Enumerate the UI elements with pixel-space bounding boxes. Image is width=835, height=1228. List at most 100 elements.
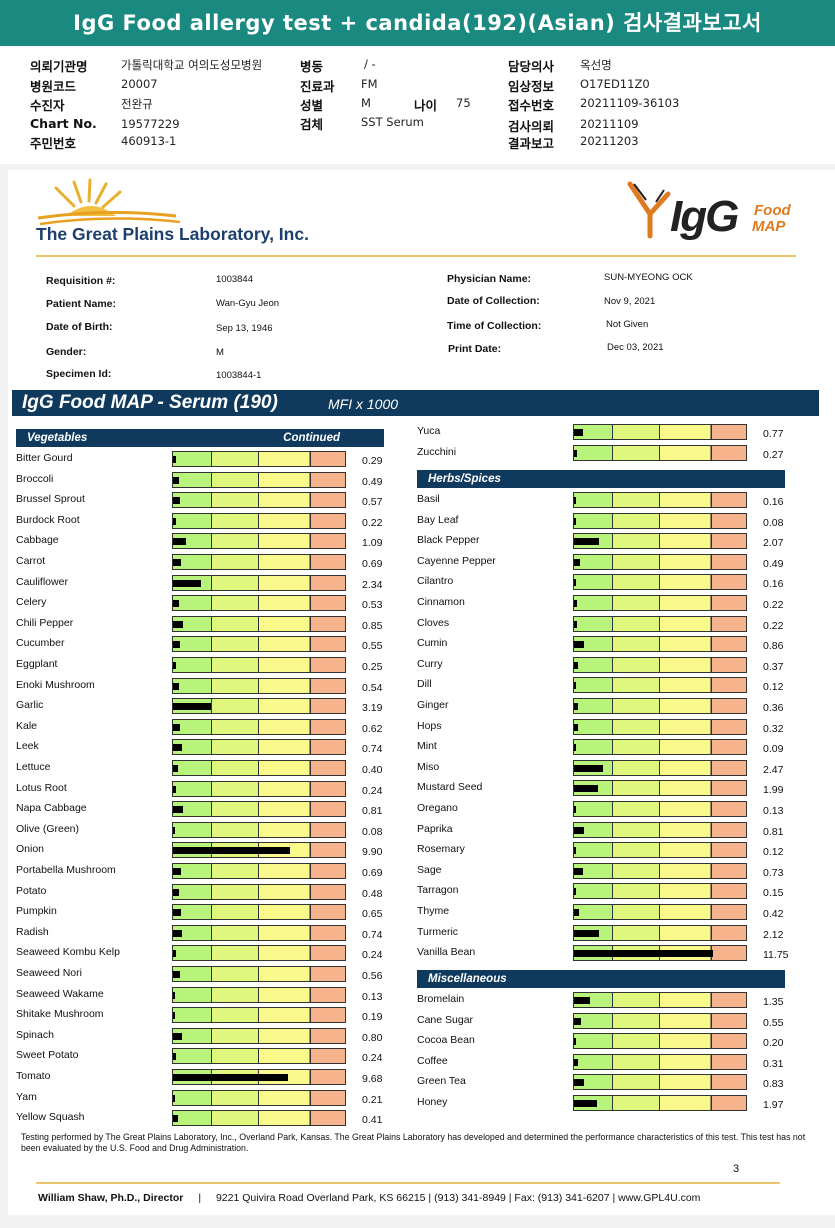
- result-bar: [172, 512, 346, 529]
- sun-logo-icon: [37, 178, 181, 226]
- footer-director: William Shaw, Ph.D., Director: [38, 1192, 184, 1204]
- result-bar: [573, 492, 747, 508]
- result-bar-fill: [173, 991, 175, 999]
- food-row: Yuca 0.77: [417, 424, 807, 444]
- food-row: Carrot 0.69: [16, 554, 406, 574]
- food-name: Tarragon: [417, 884, 459, 897]
- report-header-fields: 의뢰기관명 가톨릭대학교 여의도성모병원 병원코드 20007 수진자 전완규 …: [0, 46, 835, 164]
- result-bar: [172, 821, 346, 838]
- food-name: Dill: [417, 678, 432, 691]
- result-bar-fill: [574, 497, 576, 504]
- disclaimer-note: Testing performed by The Great Plains La…: [21, 1132, 806, 1153]
- result-bar-fill: [574, 888, 576, 896]
- food-row: Mustard Seed 1.99: [417, 780, 807, 800]
- food-name: Mustard Seed: [417, 781, 483, 794]
- food-row: Miso 2.47: [417, 759, 807, 780]
- result-bar-fill: [574, 744, 576, 752]
- result-bar-fill: [173, 1115, 178, 1123]
- food-row: Hops 0.32: [417, 718, 807, 739]
- physician-value: SUN-MYEONG OCK: [604, 272, 693, 283]
- result-bar-fill: [574, 682, 576, 690]
- food-name: Seaweed Kombu Kelp: [16, 946, 120, 959]
- result-bar-fill: [173, 682, 179, 690]
- food-value: 0.21: [362, 1093, 383, 1106]
- food-row: Kale 0.62: [16, 718, 406, 739]
- food-row: Cilantro 0.16: [417, 574, 807, 594]
- food-value: 11.75: [763, 949, 789, 962]
- food-value: 1.09: [362, 537, 383, 550]
- result-bar: [573, 424, 747, 440]
- category-vegetables: Vegetables Continued: [16, 429, 384, 447]
- food-name: Cauliflower: [16, 575, 68, 588]
- field-value: O17ED11Z0: [580, 77, 650, 91]
- report-section-header: IgG Food MAP - Serum (190) MFI x 1000: [12, 390, 819, 416]
- food-name: Oregano: [417, 802, 458, 814]
- result-bar-fill: [173, 497, 180, 505]
- food-value: 0.24: [362, 1052, 383, 1065]
- food-value: 0.54: [362, 681, 383, 694]
- food-row: Brussel Sprout 0.57: [16, 492, 406, 512]
- food-row: Cayenne Pepper 0.49: [417, 553, 807, 574]
- label-requisition: Requisition #:: [46, 275, 116, 287]
- result-bar: [172, 945, 346, 962]
- result-bar: [573, 595, 747, 611]
- food-value: 0.24: [362, 784, 383, 797]
- result-bar-fill: [574, 847, 576, 855]
- food-row: Dill 0.12: [417, 677, 807, 697]
- food-value: 0.49: [763, 557, 784, 570]
- food-value: 0.74: [362, 743, 383, 756]
- result-bar-fill: [173, 559, 181, 566]
- food-value: 0.40: [362, 764, 383, 776]
- field-key: 임상정보: [508, 79, 555, 94]
- result-bar-fill: [574, 909, 579, 916]
- field-value: 20211109-36103: [580, 96, 680, 110]
- report-section-title: IgG Food MAP - Serum (190): [22, 392, 278, 413]
- result-bar: [573, 1074, 747, 1091]
- food-value: 0.08: [362, 825, 383, 838]
- food-row: Radish 0.74: [16, 924, 406, 945]
- field-key: 진료과: [300, 79, 335, 94]
- result-bar: [573, 718, 747, 735]
- result-bar-fill: [574, 1038, 576, 1046]
- result-bar: [172, 615, 346, 632]
- food-row: Lettuce 0.40: [16, 760, 406, 780]
- food-name: Celery: [16, 596, 47, 609]
- food-name: Cane Sugar: [417, 1013, 474, 1026]
- collection-date-value: Nov 9, 2021: [604, 296, 656, 307]
- result-bar: [172, 780, 346, 797]
- result-bar-fill: [173, 476, 179, 484]
- result-bar-fill: [574, 517, 576, 525]
- field-key: 접수번호: [508, 98, 555, 113]
- category-label: Miscellaneous: [428, 973, 507, 985]
- product-logo-food: Food: [754, 202, 791, 219]
- food-row: Cloves 0.22: [417, 615, 807, 636]
- food-name: Lotus Root: [16, 781, 67, 794]
- food-name: Shitake Mushroom: [16, 1008, 104, 1021]
- food-value: 0.69: [362, 558, 383, 570]
- result-bar-fill: [173, 971, 180, 978]
- result-bar: [172, 1007, 346, 1024]
- food-row: Oregano 0.13: [417, 801, 807, 821]
- food-row: Bromelain 1.35: [417, 992, 807, 1012]
- result-bar-fill: [173, 888, 179, 896]
- food-row: Green Tea 0.83: [417, 1074, 807, 1094]
- result-bar: [573, 780, 747, 797]
- food-value: 0.09: [763, 743, 784, 756]
- label-collection-time: Time of Collection:: [447, 320, 542, 332]
- food-name: Turmeric: [417, 925, 459, 938]
- result-bar-fill: [574, 826, 584, 834]
- result-bar-fill: [574, 806, 576, 813]
- food-row: Vanilla Bean 11.75: [417, 945, 807, 965]
- food-name: Ginger: [417, 699, 449, 711]
- result-bar: [172, 883, 346, 900]
- field-value: SST Serum: [361, 115, 424, 129]
- result-bar: [172, 1110, 346, 1127]
- lab-name: The Great Plains Laboratory, Inc.: [36, 224, 309, 244]
- food-value: 0.65: [362, 908, 383, 921]
- field-value: 20211109: [580, 117, 639, 131]
- field-value: 19577229: [121, 117, 180, 131]
- food-row: Thyme 0.42: [417, 904, 807, 924]
- result-bar-fill: [173, 1032, 182, 1040]
- food-value: 1.99: [763, 784, 784, 797]
- food-row: Cinnamon 0.22: [417, 595, 807, 615]
